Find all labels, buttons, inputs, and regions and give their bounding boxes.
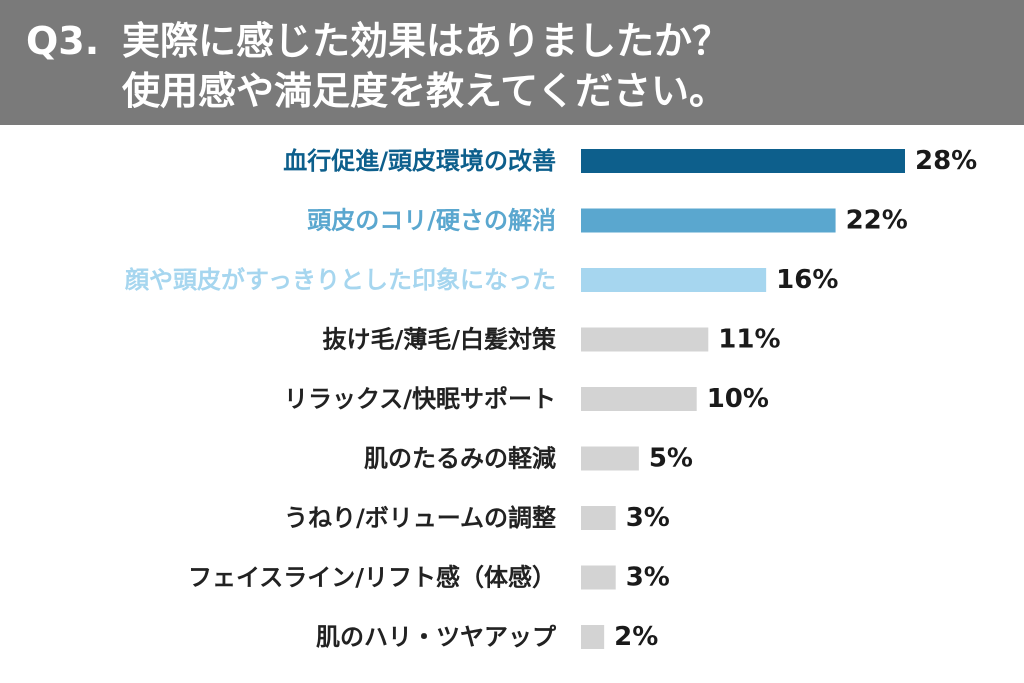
category-label: 抜け毛/薄毛/白髪対策 (322, 326, 557, 354)
bar (581, 327, 709, 352)
value-label: 28% (915, 146, 977, 176)
value-label: 3% (626, 503, 670, 533)
question-number: Q3. (26, 19, 100, 63)
bar (581, 149, 905, 173)
bar (581, 565, 616, 590)
category-label: 血行促進/頭皮環境の改善 (283, 147, 556, 175)
category-label: 顔や頭皮がすっきりとした印象になった (124, 266, 556, 294)
category-label: 肌のたるみの軽減 (364, 445, 556, 473)
question-header: Q3. 実際に感じた効果はありましたか？ 使用感や満足度を教えてください。 (0, 0, 1024, 125)
bar (581, 208, 836, 233)
bar-chart: 血行促進/頭皮環境の改善 28% 頭皮のコリ/硬さの解消 22% 顔や頭皮がすっきりとし… (124, 146, 977, 652)
value-label: 11% (718, 325, 780, 355)
bar (581, 506, 616, 530)
bar (581, 387, 697, 411)
category-label: 頭皮のコリ/硬さの解消 (307, 207, 556, 235)
category-label: フェイスライン/リフト感（体感） (188, 564, 556, 592)
category-label: うねり/ボリュームの調整 (284, 504, 556, 532)
value-label: 16% (776, 265, 838, 295)
value-label: 5% (649, 444, 693, 474)
bar (581, 446, 639, 471)
question-text-line2: 使用感や満足度を教えてください。 (122, 69, 727, 113)
bar (581, 268, 767, 292)
category-label: リラックス/快眠サポート (284, 385, 556, 413)
question-text-line1: 実際に感じた効果はありましたか？ (122, 19, 731, 63)
value-label: 2% (614, 622, 658, 652)
value-label: 10% (707, 384, 769, 414)
value-label: 22% (846, 206, 908, 236)
category-label: 肌のハリ・ツヤアップ (316, 623, 557, 651)
bar (581, 625, 605, 649)
value-label: 3% (626, 563, 670, 593)
